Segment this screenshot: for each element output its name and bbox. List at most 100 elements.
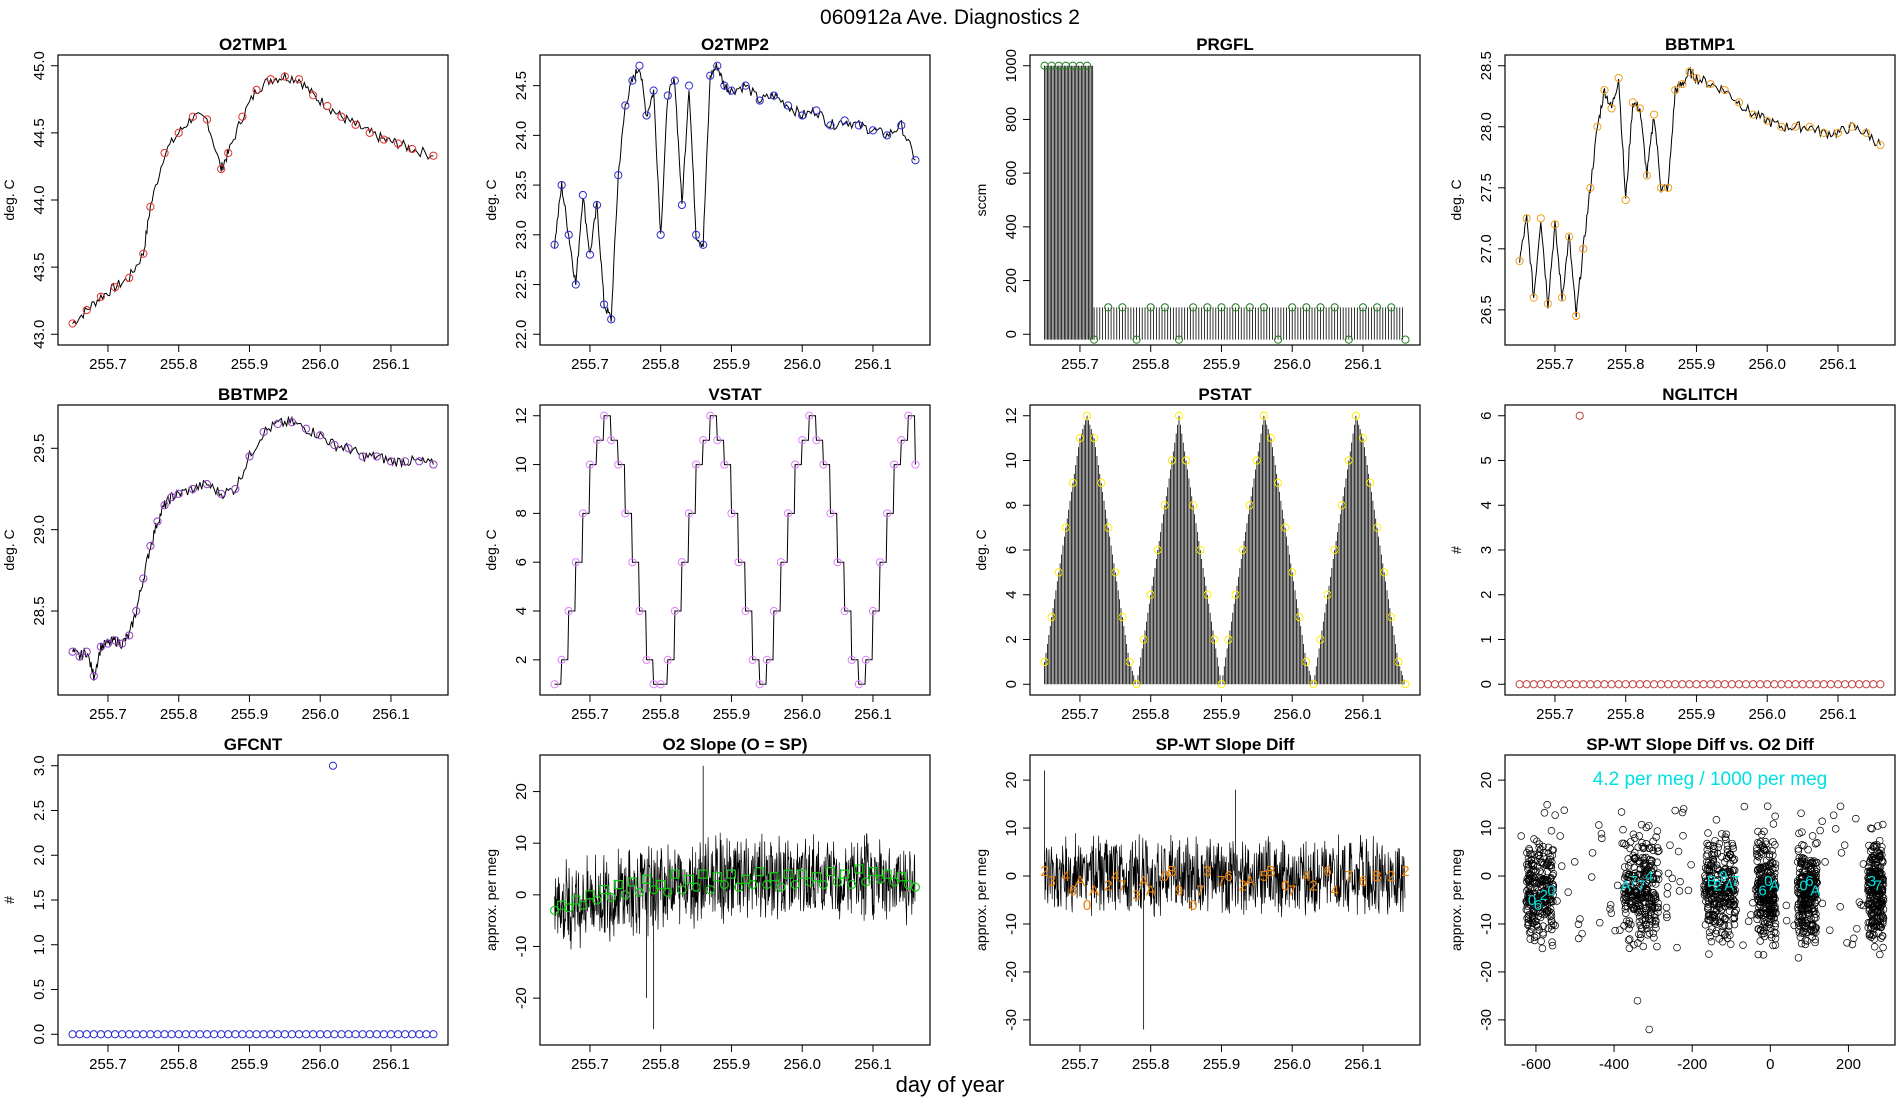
data-point — [1656, 680, 1666, 689]
scatter-point — [1652, 895, 1660, 903]
scatter-point — [1645, 929, 1654, 938]
data-point — [1734, 680, 1744, 689]
scatter-point — [1527, 856, 1535, 865]
x-tick-label: 255.9 — [713, 1056, 751, 1073]
scatter-point — [1801, 867, 1809, 875]
scatter-point — [1765, 860, 1774, 869]
x-tick-label: 256.0 — [301, 356, 339, 373]
scatter-point — [1718, 830, 1726, 838]
scatter-point — [1539, 902, 1548, 910]
scatter-point — [1729, 895, 1737, 903]
scatter-point — [1645, 903, 1654, 911]
scatter-point — [1757, 874, 1766, 882]
y-tick-label: 24.0 — [513, 121, 530, 150]
data-point — [1252, 456, 1261, 465]
scatter-point — [1711, 836, 1719, 845]
data-point — [393, 139, 403, 148]
data-point — [1607, 680, 1616, 689]
data-point — [393, 1030, 403, 1039]
scatter-point — [1722, 830, 1731, 839]
data-point — [1111, 568, 1120, 577]
scatter-point — [1711, 871, 1720, 879]
data-point — [238, 112, 247, 121]
data-point — [840, 606, 849, 616]
trace-line — [72, 71, 434, 326]
data-point — [727, 509, 736, 518]
data-point — [1153, 545, 1162, 555]
data-point — [875, 558, 885, 567]
scatter-point — [1751, 885, 1760, 894]
x-tick-label: 256.1 — [1344, 356, 1382, 373]
panel-vstat: VSTAT deg. C 255.7 255.8 255.9 256.0 256.1 2 4 6 8… — [483, 385, 931, 723]
data-point — [1586, 183, 1595, 192]
data-point — [1210, 635, 1219, 644]
series-label: A — [1146, 882, 1156, 899]
scatter-point — [1546, 855, 1554, 864]
scatter-point — [1625, 944, 1634, 953]
data-point — [1862, 680, 1871, 689]
scatter-point — [1797, 809, 1805, 817]
scatter-point — [1539, 842, 1547, 851]
data-point — [82, 647, 91, 656]
data-point — [1621, 680, 1630, 689]
data-point — [125, 273, 134, 282]
series-label: A — [1089, 882, 1099, 899]
scatter-point — [1634, 908, 1642, 917]
scatter-point — [1782, 901, 1791, 910]
series-label: A — [1075, 873, 1085, 890]
data-point — [628, 558, 637, 567]
scatter-point — [1606, 901, 1615, 909]
scatter-point — [1540, 886, 1548, 895]
scatter-point — [1705, 928, 1714, 937]
scatter-point — [1808, 832, 1817, 840]
scatter-point — [1798, 878, 1806, 887]
series-label: 2 — [1387, 868, 1395, 885]
scatter-point — [1654, 847, 1662, 856]
data-point — [1273, 335, 1283, 344]
scatter-point — [1876, 923, 1885, 932]
x-tick-label: 255.8 — [160, 706, 198, 723]
series-point — [797, 869, 807, 879]
x-tick-label: 255.7 — [1536, 706, 1574, 723]
scatter-point — [1666, 841, 1674, 849]
scatter-point — [1638, 878, 1646, 887]
y-tick-label: 12 — [1003, 407, 1020, 424]
scatter-point — [1794, 954, 1803, 962]
series-point — [804, 877, 814, 887]
x-tick-label: 255.9 — [1203, 356, 1241, 373]
scatter-point — [1635, 857, 1644, 866]
data-point — [132, 1030, 141, 1039]
data-point — [160, 148, 169, 158]
scatter-point — [1546, 913, 1554, 921]
data-point — [635, 606, 644, 616]
plot-frame — [1504, 54, 1896, 346]
series-label: 7 — [1731, 873, 1739, 890]
scatter-point — [1645, 900, 1653, 908]
scatter-point — [1712, 929, 1720, 938]
series-point — [719, 879, 729, 890]
scatter-point — [1523, 902, 1532, 910]
scatter-point — [1524, 918, 1533, 927]
data-point — [1685, 67, 1694, 76]
series-label: 4 — [1302, 868, 1310, 885]
scatter-point — [1869, 916, 1877, 924]
data-point — [706, 411, 715, 420]
scatter-point — [1531, 890, 1539, 898]
scatter-point — [1639, 844, 1648, 853]
scatter-point — [1850, 934, 1858, 943]
scatter-point — [1619, 825, 1627, 834]
data-point — [769, 91, 779, 100]
data-point — [1259, 303, 1269, 312]
scatter-point — [1810, 857, 1818, 865]
y-axis-label: # — [1448, 546, 1464, 554]
scatter-point — [1806, 899, 1814, 908]
scatter-point — [1713, 875, 1722, 884]
data-point — [1593, 122, 1602, 131]
scatter-point — [1800, 841, 1808, 850]
scatter-point — [1766, 893, 1774, 901]
scatter-point — [1766, 908, 1774, 917]
data-point — [833, 558, 842, 567]
y-tick-label: -10 — [1478, 913, 1495, 935]
series-point — [811, 872, 821, 882]
